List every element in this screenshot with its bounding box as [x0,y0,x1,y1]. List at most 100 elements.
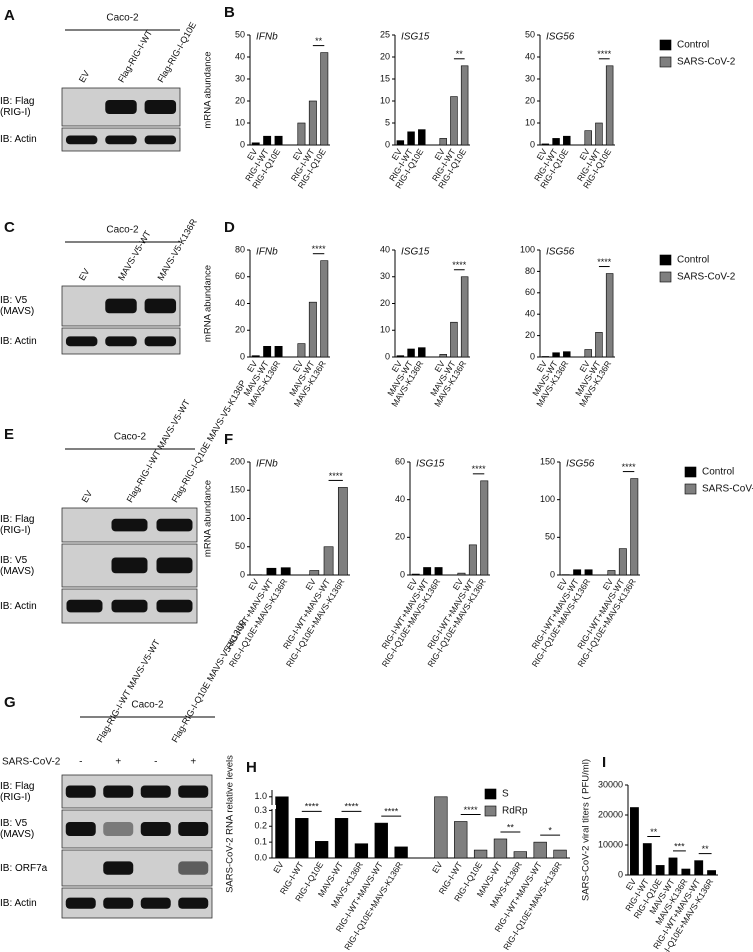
bar [309,570,320,576]
bar [407,131,415,146]
bar [584,349,592,358]
row-label: IB: Actin [0,134,37,145]
bar [454,821,468,859]
row-label-box: IB: V5 (MAVS) [0,295,34,317]
y-tick-label: 1.0 [254,791,267,801]
lane-label: MAVS-V5-WT [116,228,153,282]
significance-label: **** [344,802,359,812]
cell-line: Caco-2 [114,432,147,443]
y-tick-label: 25 [380,29,390,39]
band [105,135,137,145]
bar [308,100,317,146]
y-tick-label: 0 [550,569,555,579]
band [178,822,209,836]
bar [439,138,447,146]
chart-title: ISG15 [401,247,430,258]
band [65,822,96,836]
panel-letter: C [4,219,15,236]
row-label-box: IB: ORF7a [0,863,47,874]
x-tick-label: EV [430,860,445,875]
bar [541,356,550,358]
bar [354,843,369,859]
y-tick-label: 10 [380,325,390,335]
legend-label: S [502,789,509,800]
band [144,100,177,114]
bar [297,343,306,358]
y-tick-label: 15 [380,73,390,83]
legend-label: Control [677,255,709,266]
panel-letter: H [246,759,257,776]
band [140,822,171,836]
bar [418,347,426,358]
bar [552,138,560,146]
y-tick-label: 150 [230,485,245,495]
treatment-state: - [154,757,157,768]
y-tick-label: 50 [545,532,555,542]
legend-swatch [484,788,497,800]
bar [630,478,639,576]
bar [655,865,665,876]
panel-letter: B [224,4,235,21]
y-tick-label: 0.3 [254,805,267,815]
bar [480,480,489,576]
band [111,518,148,532]
bar [320,260,329,358]
bar [584,130,592,146]
y-tick-label: 40 [235,298,245,308]
y-tick-label: 0 [400,569,405,579]
row-label: IB: V5 (MAVS) [0,818,35,840]
bar [473,849,488,859]
y-tick-label: 40 [395,494,405,504]
legend-swatch [484,805,497,817]
bar [423,567,432,576]
y-axis-label: SARS-CoV-2 RNA relative levels [225,755,236,893]
y-tick-label: 200 [230,456,245,466]
y-axis-label: SARS-CoV-2 viral titers ( PFU/ml) [581,759,592,901]
bar [605,65,614,146]
legend-label: Control [677,40,709,51]
bar [553,849,567,859]
row-label: IB: Actin [0,600,37,612]
chart-title: IFNb [256,32,278,43]
y-tick-label: 30 [380,271,390,281]
y-tick-label: 20 [235,325,245,335]
y-tick-label: 0 [240,351,245,361]
band [144,135,177,145]
row-label-box: IB: Actin [0,335,37,347]
bar [630,807,639,876]
row-label: IB: Actin [0,335,37,347]
y-axis-label: mRNA abundance [203,480,214,557]
band [111,599,148,613]
y-tick-label: 150 [540,456,555,466]
legend-swatch [659,271,672,283]
bar [595,332,603,358]
chart-title: ISG56 [546,247,575,258]
legend-label: SARS-CoV-2 [702,484,753,495]
significance-label: **** [597,257,612,267]
y-tick-label: 0.0 [254,852,267,862]
chart-title: ISG56 [566,459,595,470]
bar [642,843,652,876]
legend-swatch [684,466,697,478]
significance-label: ** [456,49,464,59]
y-tick-label: 20 [525,95,535,105]
y-tick-label: 60 [395,456,405,466]
significance-label: **** [622,462,637,472]
y-tick-label: 30 [525,73,535,83]
y-tick-label: 20 [525,330,535,340]
band [105,100,137,114]
band [178,861,209,875]
y-tick-label: 10 [235,117,245,127]
band [65,897,96,909]
y-tick-label: 80 [235,244,245,254]
bar [457,572,466,576]
lane-label: EV [77,69,92,84]
bar [552,352,560,358]
band [156,518,193,532]
row-label-box: IB: Flag (RIG-I) [0,514,34,536]
significance-label: ** [507,822,515,832]
significance-label: **** [464,805,479,815]
significance-label: **** [472,464,487,474]
significance-label: **** [452,260,467,270]
y-tick-label: 5 [385,117,390,127]
